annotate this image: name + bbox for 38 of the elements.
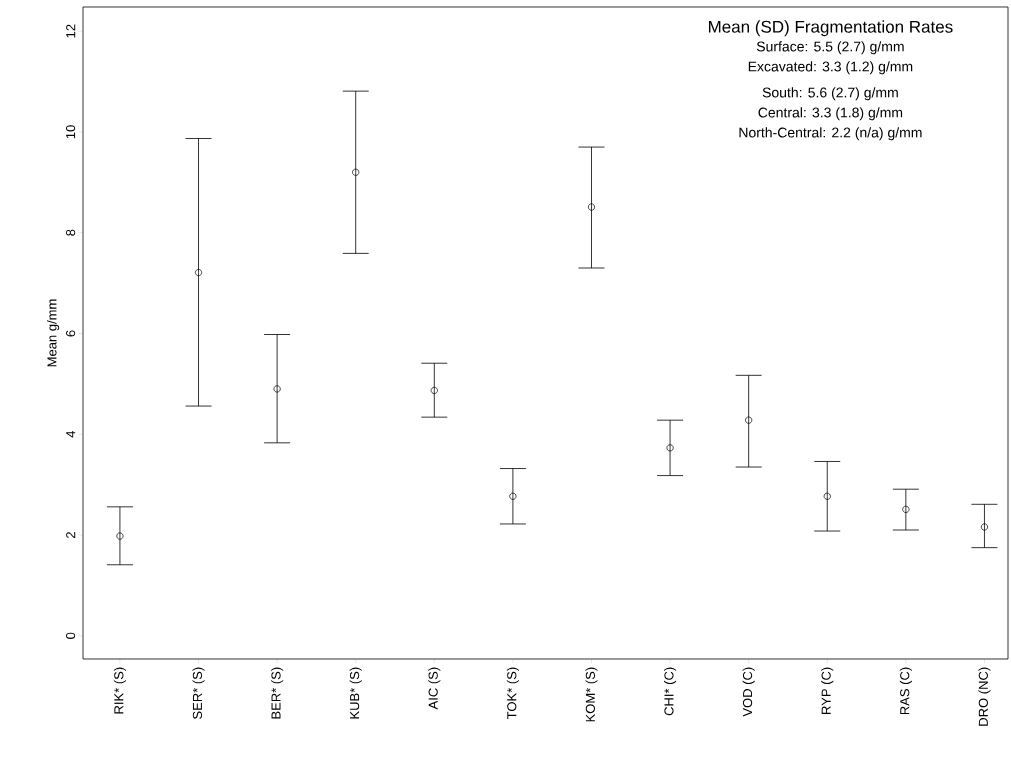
x-tick-label: SER* (S) (192, 667, 205, 719)
x-tick-label: BER* (S) (271, 667, 284, 719)
x-tick-label: TOK* (S) (506, 667, 519, 719)
y-tick-label: 10 (65, 125, 76, 139)
y-tick-label: 8 (65, 229, 76, 236)
point (509, 492, 517, 500)
point (980, 523, 988, 531)
y-tick-label: 2 (66, 532, 76, 538)
point (116, 532, 124, 540)
point (273, 385, 281, 393)
text: Mean (SD) Fragmentation Rates (708, 20, 953, 37)
annotation: Excavated: 3.3 (1.2) g/mm (748, 61, 913, 75)
annotation: North-Central: 2.2 (n/a) g/mm (739, 127, 922, 141)
x-tick-label: DRO (NC) (978, 667, 991, 726)
point (194, 268, 203, 277)
y-tick-label: 12 (66, 24, 76, 38)
y-axis-title: Mean g/mm (47, 299, 60, 367)
x-tick-label: KOM* (S) (585, 667, 598, 722)
x-tick-label: CHI* (C) (664, 667, 677, 716)
point (745, 416, 753, 424)
x-tick-label: VOD (C) (742, 667, 755, 717)
y-tick-label: 0 (65, 632, 76, 639)
x-tick-label: KUB* (S) (349, 667, 362, 719)
point (587, 203, 596, 211)
x-tick-label: RIK* (S) (113, 667, 126, 714)
annotation: South: 5.6 (2.7) g/mm (762, 87, 898, 101)
annotation: Central: 3.3 (1.8) g/mm (758, 107, 903, 121)
point (666, 444, 674, 452)
x-tick-label: RYP (C) (821, 667, 834, 714)
point (902, 505, 910, 513)
point (430, 386, 438, 394)
x-tick-label: AIC (S) (428, 667, 441, 710)
point (823, 492, 831, 500)
annotation: Surface: 5.5 (2.7) g/mm (756, 41, 904, 55)
y-tick-label: 6 (65, 330, 76, 337)
y-tick-label: 4 (66, 431, 76, 438)
point (352, 168, 360, 176)
x-tick-label: RAS (C) (899, 667, 912, 715)
